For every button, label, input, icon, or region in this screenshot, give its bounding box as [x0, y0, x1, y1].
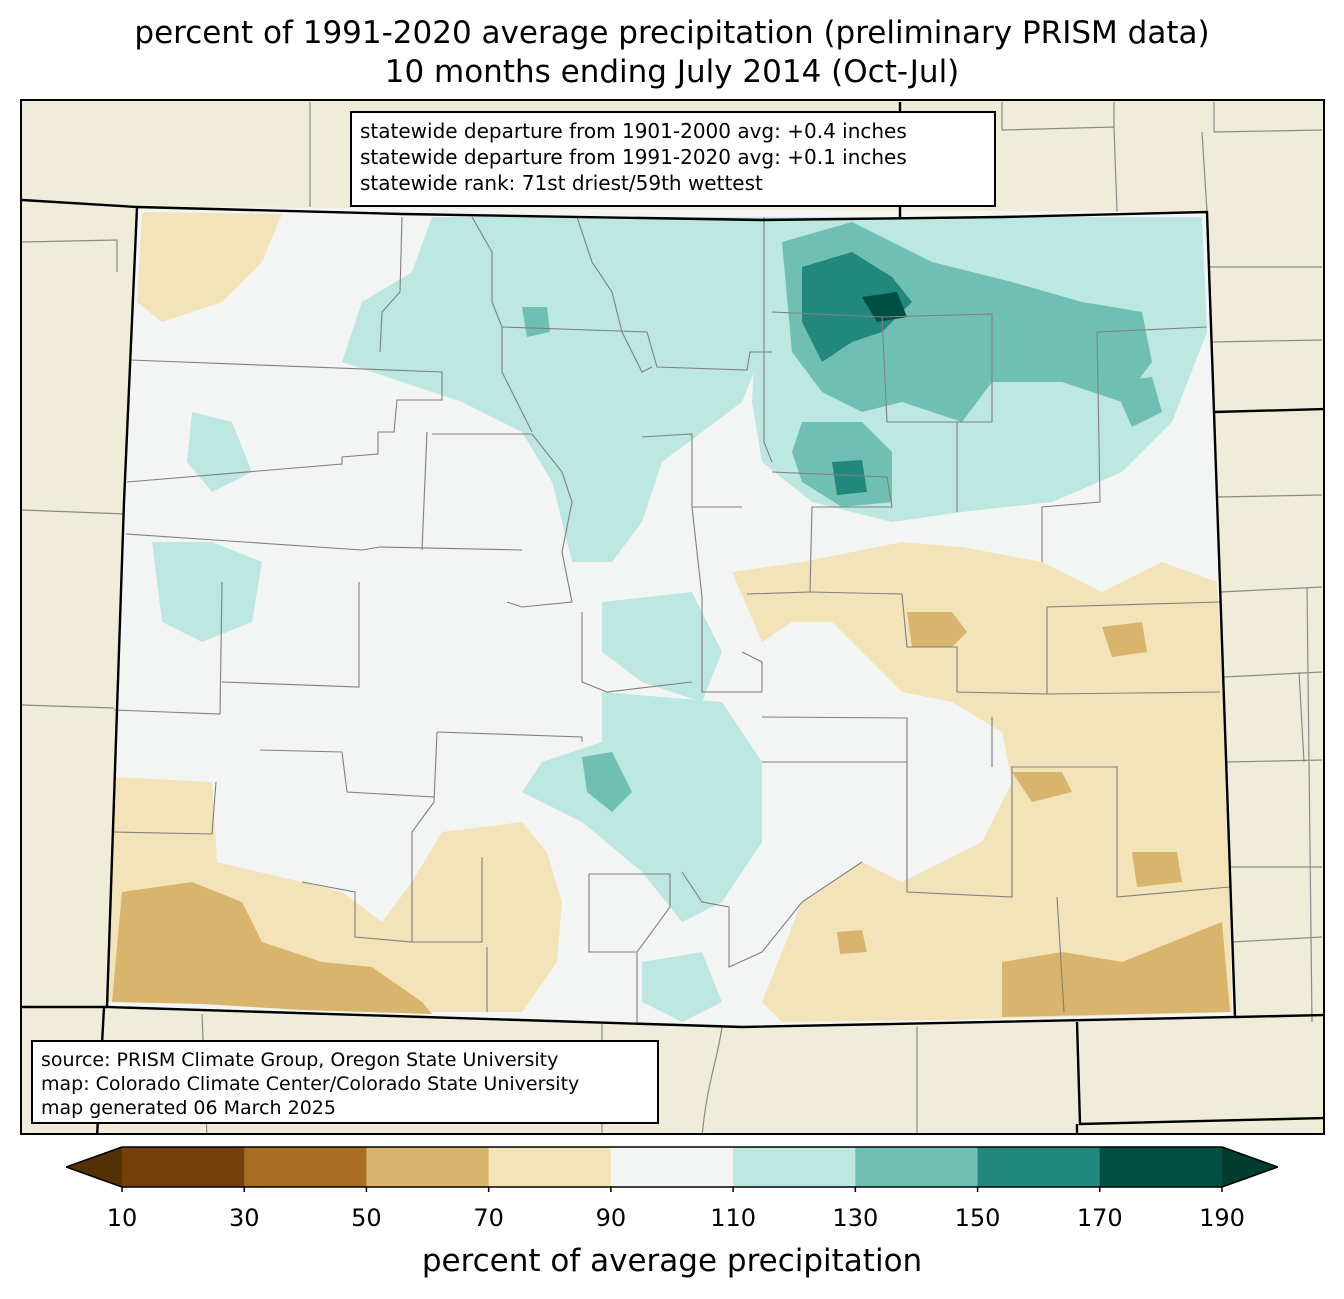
colorbar [66, 1146, 1278, 1192]
colorbar-segment [733, 1147, 856, 1187]
precip-fill [107, 212, 1232, 1022]
colorbar-segment [1099, 1147, 1223, 1187]
colorbar-tick-label: 30 [228, 1204, 260, 1232]
colorbar-tick-label: 130 [832, 1204, 879, 1232]
statewide-stats-box: statewide departure from 1901-2000 avg: … [350, 111, 996, 207]
colorbar-segment [488, 1147, 612, 1187]
source-box: source: PRISM Climate Group, Oregon Stat… [31, 1040, 659, 1124]
map-title: percent of 1991-2020 average precipitati… [134, 15, 1210, 51]
colorbar-segment [366, 1147, 490, 1187]
colorbar-segment [855, 1147, 979, 1187]
colorbar-segment [244, 1147, 367, 1187]
colorbar-segment [610, 1147, 734, 1187]
colorbar-segment [977, 1147, 1101, 1187]
colorbar-segments [122, 1147, 1223, 1187]
colorbar-label: percent of average precipitation [421, 1243, 923, 1279]
precipitation-map [20, 99, 1325, 1135]
colorbar-tick-label: 70 [473, 1204, 504, 1232]
colorbar-tick-label: 190 [1199, 1204, 1245, 1232]
map-subtitle: 10 months ending July 2014 (Oct-Jul) [384, 54, 960, 90]
stats-departure-1991: statewide departure from 1991-2020 avg: … [360, 145, 907, 169]
map-credit-line: map: Colorado Climate Center/Colorado St… [41, 1073, 580, 1095]
county-lines [113, 216, 1231, 1022]
stats-rank: statewide rank: 71st driest/59th wettest [360, 171, 763, 195]
colorbar-under-arrow [66, 1147, 122, 1187]
stats-departure-1901: statewide departure from 1901-2000 avg: … [360, 119, 907, 143]
colorbar-tick-label: 90 [595, 1204, 627, 1232]
neighbor-boundaries [22, 102, 1323, 1133]
colorbar-tick-label: 50 [351, 1204, 382, 1232]
colorbar-over-arrow [1222, 1147, 1278, 1187]
colorbar-segment [122, 1147, 245, 1187]
map-graphic [22, 102, 1323, 1133]
generated-date-line: map generated 06 March 2025 [41, 1097, 336, 1119]
colorbar-tick-label: 150 [954, 1204, 1001, 1232]
source-line: source: PRISM Climate Group, Oregon Stat… [41, 1049, 559, 1071]
colorbar-tick-label: 110 [710, 1204, 757, 1232]
colorbar-tick-label: 170 [1076, 1204, 1123, 1232]
colorbar-tick-label: 10 [106, 1204, 138, 1232]
